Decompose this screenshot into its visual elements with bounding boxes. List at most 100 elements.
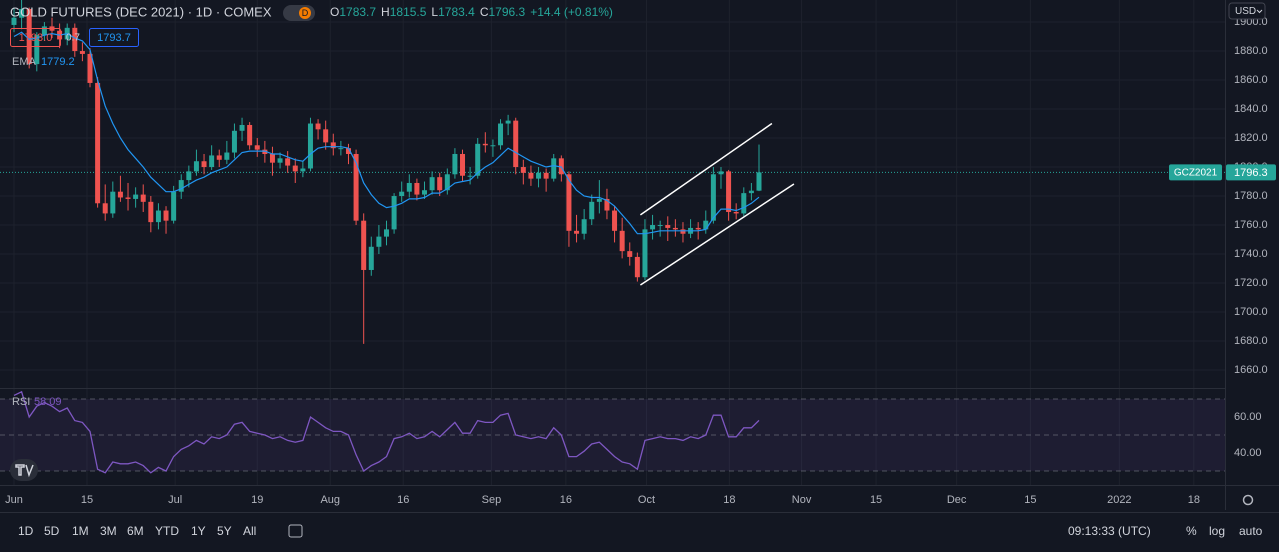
candle-body: [102, 203, 108, 214]
candle-body: [247, 124, 253, 146]
range-button[interactable]: All: [243, 524, 256, 538]
candle-body: [262, 149, 268, 154]
candle-body: [315, 123, 321, 130]
candle-body: [642, 229, 648, 278]
candle-body: [406, 182, 412, 192]
logo[interactable]: [10, 459, 38, 481]
y-tick-label: 1680.0: [1234, 335, 1268, 347]
y-tick-label: 1760.0: [1234, 219, 1268, 231]
range-button[interactable]: YTD: [155, 524, 179, 538]
candle-body: [513, 120, 519, 168]
ohlc-value: 1796.3: [488, 5, 525, 19]
last-price-tag: [1226, 164, 1276, 181]
candle-body: [657, 225, 663, 227]
candle-body: [125, 197, 131, 199]
x-tick-label: 15: [81, 494, 93, 506]
candle-body: [231, 130, 237, 153]
symbol-title: GOLD FUTURES (DEC 2021) · 1D · COMEX: [10, 4, 272, 19]
rsi-value: 58.09: [34, 396, 62, 408]
range-button[interactable]: 5D: [44, 524, 60, 538]
clock: 09:13:33 (UTC): [1068, 524, 1151, 538]
ema-value: 1779.2: [41, 56, 75, 68]
candle-body: [368, 246, 374, 270]
candle-body: [178, 180, 184, 192]
candle-body: [460, 153, 466, 176]
x-tick-label: 18: [1188, 494, 1200, 506]
ask-box[interactable]: [89, 28, 139, 47]
candle-body: [383, 229, 389, 237]
y-tick-label: 1860.0: [1234, 74, 1268, 86]
candle-body: [72, 27, 78, 52]
y-tick-label: 1740.0: [1234, 248, 1268, 260]
candle-body: [79, 51, 85, 54]
candle-body: [209, 155, 215, 168]
ohlc-value: 1783.7: [339, 5, 376, 19]
y-tick-label: 1880.0: [1234, 45, 1268, 57]
candle-body: [551, 158, 557, 179]
y-tick-label: 1780.0: [1234, 190, 1268, 202]
candle-body: [414, 182, 420, 195]
rsi-tick-label: 60.00: [1234, 411, 1262, 423]
range-button[interactable]: 1M: [72, 524, 89, 538]
candle-body: [148, 201, 154, 223]
candle-body: [163, 210, 169, 221]
rsi-line: [13, 390, 760, 474]
interval-tag: D: [302, 8, 309, 18]
scale-option[interactable]: log: [1209, 524, 1225, 538]
candle-body: [680, 229, 686, 234]
candle-body: [581, 219, 587, 234]
x-tick-label: 2022: [1107, 494, 1131, 506]
candle-body: [733, 211, 739, 214]
scale-option[interactable]: %: [1186, 524, 1197, 538]
candle-body: [429, 177, 435, 191]
range-button[interactable]: 1Y: [191, 524, 206, 538]
candle-body: [695, 227, 701, 230]
range-button[interactable]: 5Y: [217, 524, 232, 538]
range-button[interactable]: 3M: [100, 524, 117, 538]
settings-icon[interactable]: [1242, 494, 1254, 506]
candle-body: [437, 177, 443, 191]
candle-body: [634, 256, 640, 278]
candle-body: [422, 190, 428, 195]
candle-body: [589, 201, 595, 220]
candle-body: [254, 145, 260, 150]
candle-body: [596, 198, 602, 202]
trend-line: [639, 122, 773, 216]
plot: [0, 0, 1225, 474]
currency-button[interactable]: [1228, 2, 1266, 20]
ohlc-value: 1783.4: [438, 5, 475, 19]
candle-body: [490, 145, 496, 147]
candle-body: [604, 198, 610, 211]
y-tick-label: 1720.0: [1234, 277, 1268, 289]
ohlc-key: L: [431, 5, 438, 19]
scale-option[interactable]: auto: [1239, 524, 1263, 538]
candle-body: [467, 175, 473, 177]
range-button[interactable]: 1D: [18, 524, 34, 538]
last-price-label: 1796.3: [1234, 167, 1268, 179]
bid: 1793.0: [19, 32, 53, 44]
candle-body: [345, 148, 351, 154]
candle-body: [155, 210, 161, 223]
candle-body: [566, 174, 572, 231]
x-tick-label: 15: [1024, 494, 1036, 506]
candle-body: [612, 210, 618, 231]
candle-body: [748, 190, 754, 194]
y-tick-label: 1660.0: [1234, 364, 1268, 376]
candle-body: [726, 171, 732, 212]
x-tick-label: 19: [251, 494, 263, 506]
candle-body: [710, 174, 716, 221]
candle-body: [482, 143, 488, 146]
trend-line: [639, 183, 795, 286]
compare-icon[interactable]: [288, 524, 303, 538]
spread: 0.7: [66, 33, 80, 44]
change: +14.4 (+0.81%): [530, 5, 613, 19]
candle-body: [117, 191, 123, 198]
candle-body: [201, 161, 207, 168]
candle-body: [391, 196, 397, 230]
range-button[interactable]: 6M: [127, 524, 144, 538]
bid-box[interactable]: [10, 28, 61, 47]
currency: USD: [1235, 6, 1256, 17]
symbol-label: GCZ2021: [1174, 168, 1218, 179]
